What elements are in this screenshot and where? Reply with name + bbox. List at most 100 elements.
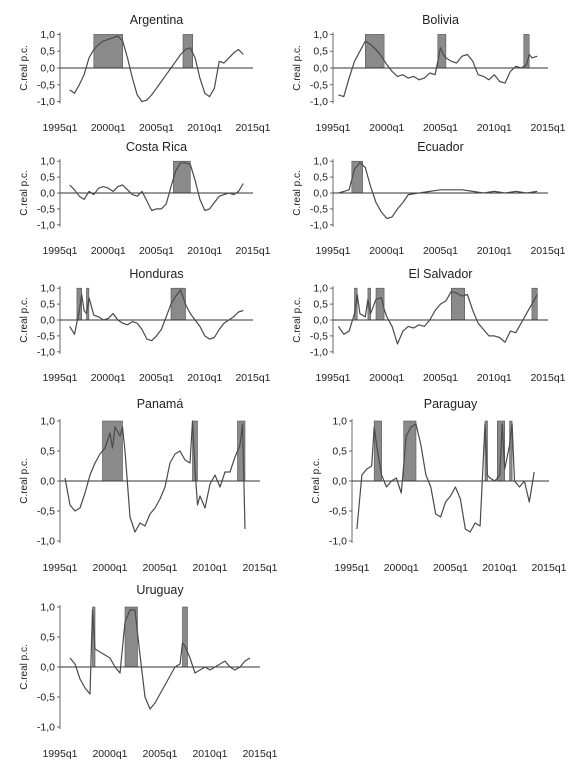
x-tick-label: 1995q1	[334, 562, 369, 574]
y-axis-label: C.real p.c.	[311, 458, 322, 504]
y-tick-label: 1,0	[313, 283, 328, 295]
y-tick-label: -1,0	[37, 346, 55, 358]
panel-3: 1,0 0,5 0,0 -0,5 -1,0 1995q1 2000q1 2005q1 2010q…	[292, 140, 566, 257]
y-tick-label: -1,0	[329, 536, 347, 548]
y-axis-label: C.real p.c.	[292, 45, 303, 91]
y-tick-label: -0,5	[37, 506, 55, 518]
x-tick-label: 2010q1	[477, 372, 512, 384]
y-tick-label: 0,0	[332, 476, 347, 488]
x-tick-label: 2005q1	[139, 122, 174, 134]
y-axis-label: C.real p.c.	[19, 45, 30, 91]
y-tick-label: -1,0	[37, 219, 55, 231]
panel-title: Ecuador	[417, 140, 464, 154]
panel-2: 1,0 0,5 0,0 -0,5 -1,0 1995q1 2000q1 2005q1 2010q…	[19, 140, 271, 257]
x-tick-label: 2000q1	[369, 245, 404, 257]
series-line	[69, 609, 251, 710]
x-tick-label: 2015q1	[235, 122, 270, 134]
shaded-band	[450, 287, 465, 321]
shaded-band	[531, 287, 538, 321]
panel-6: 1,0 0,5 0,0 -0,5 -1,0 1995q1 2000q1 2005q1 2010q…	[19, 397, 278, 574]
series-line	[356, 423, 535, 533]
x-tick-label: 2010q1	[192, 748, 227, 760]
x-tick-label: 2010q1	[477, 245, 512, 257]
panel-title: Paraguay	[424, 397, 478, 411]
y-tick-label: -0,5	[37, 330, 55, 342]
y-tick-label: 1,0	[40, 602, 55, 614]
panel-5: 1,0 0,5 0,0 -0,5 -1,0 1995q1 2000q1 2005q1 2010q…	[292, 267, 566, 384]
y-tick-label: 1,0	[40, 416, 55, 428]
y-tick-label: -1,0	[37, 536, 55, 548]
x-tick-label: 2015q1	[530, 122, 565, 134]
x-tick-label: 1995q1	[42, 245, 77, 257]
y-tick-label: -0,5	[310, 79, 328, 91]
panel-1: 1,0 0,5 0,0 -0,5 -1,0 1995q1 2000q1 2005q1 2010q…	[292, 13, 566, 134]
x-tick-label: 2015q1	[530, 372, 565, 384]
y-tick-label: -0,5	[329, 506, 347, 518]
x-tick-label: 1995q1	[42, 372, 77, 384]
x-tick-label: 2000q1	[92, 562, 127, 574]
y-tick-label: 0,5	[332, 446, 347, 458]
series-line	[338, 40, 538, 98]
y-tick-label: -0,5	[37, 79, 55, 91]
panel-4: 1,0 0,5 0,0 -0,5 -1,0 1995q1 2000q1 2005q1 2010q…	[19, 267, 271, 384]
x-tick-label: 2005q1	[142, 748, 177, 760]
panel-title: El Salvador	[409, 267, 473, 281]
y-tick-label: 0,0	[313, 315, 328, 327]
x-tick-label: 1995q1	[42, 562, 77, 574]
y-tick-label: 0,5	[313, 46, 328, 58]
x-tick-label: 2015q1	[235, 245, 270, 257]
y-tick-label: 0,0	[313, 63, 328, 75]
y-tick-label: 1,0	[313, 156, 328, 168]
series-line	[337, 290, 538, 345]
y-tick-label: -0,5	[310, 203, 328, 215]
x-tick-label: 2015q1	[531, 562, 566, 574]
series-line	[69, 162, 244, 212]
series-line	[69, 35, 244, 103]
x-tick-label: 1995q1	[42, 122, 77, 134]
y-tick-label: 0,5	[40, 446, 55, 458]
x-tick-label: 2005q1	[139, 372, 174, 384]
y-tick-label: -0,5	[310, 330, 328, 342]
y-tick-label: 0,0	[40, 63, 55, 75]
panel-title: Argentina	[130, 13, 184, 27]
y-tick-label: 0,0	[40, 188, 55, 200]
x-tick-label: 2005q1	[142, 562, 177, 574]
shaded-band	[173, 160, 191, 194]
y-axis-label: C.real p.c.	[292, 170, 303, 216]
y-tick-label: -1,0	[310, 219, 328, 231]
y-tick-label: 0,0	[40, 476, 55, 488]
x-tick-label: 2010q1	[192, 562, 227, 574]
x-tick-label: 2010q1	[482, 562, 517, 574]
y-tick-label: 1,0	[40, 29, 55, 41]
y-tick-label: 0,0	[313, 188, 328, 200]
panel-title: Honduras	[129, 267, 183, 281]
x-tick-label: 1995q1	[315, 245, 350, 257]
y-axis-label: C.real p.c.	[19, 458, 30, 504]
shaded-band	[364, 34, 385, 69]
series-line	[64, 420, 246, 533]
x-tick-label: 1995q1	[42, 748, 77, 760]
x-tick-label: 1995q1	[315, 122, 350, 134]
shaded-band	[102, 420, 123, 482]
x-tick-label: 2005q1	[139, 245, 174, 257]
shaded-band	[182, 606, 188, 668]
x-tick-label: 2000q1	[369, 122, 404, 134]
x-tick-label: 2015q1	[242, 562, 277, 574]
y-tick-label: 1,0	[313, 29, 328, 41]
y-tick-label: 0,5	[40, 299, 55, 311]
panel-title: Bolivia	[422, 13, 459, 27]
x-tick-label: 2000q1	[91, 122, 126, 134]
y-tick-label: -1,0	[310, 346, 328, 358]
y-tick-label: -0,5	[37, 203, 55, 215]
y-tick-label: -1,0	[37, 96, 55, 108]
y-tick-label: 0,5	[40, 632, 55, 644]
y-tick-label: 0,5	[313, 172, 328, 184]
y-tick-label: 0,0	[40, 662, 55, 674]
y-tick-label: 1,0	[332, 416, 347, 428]
y-tick-label: 0,0	[40, 315, 55, 327]
x-tick-label: 2010q1	[187, 245, 222, 257]
panel-7: 1,0 0,5 0,0 -0,5 -1,0 1995q1 2000q1 2005q1 2010q…	[311, 397, 567, 574]
y-axis-label: C.real p.c.	[19, 644, 30, 690]
y-axis-label: C.real p.c.	[19, 297, 30, 343]
